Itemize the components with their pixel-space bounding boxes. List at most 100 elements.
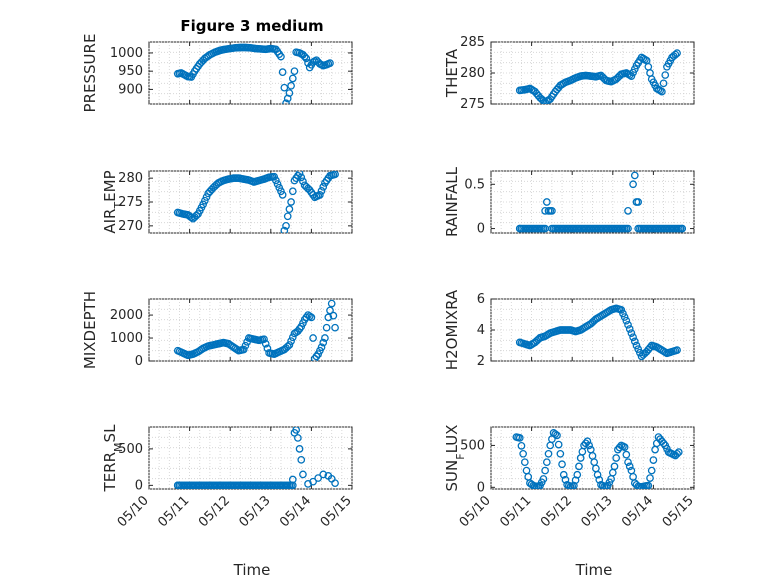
data-point [285, 89, 294, 97]
data-point [239, 345, 248, 354]
data-point [282, 99, 290, 104]
data-point [288, 74, 297, 83]
data-point [673, 449, 681, 458]
data-point [630, 337, 639, 346]
data-point [647, 466, 656, 475]
data-point [292, 427, 301, 434]
data-point [277, 52, 285, 61]
data-point [658, 87, 666, 96]
data-point [270, 172, 279, 181]
y-tick-label: 950 [118, 64, 143, 79]
series-markers [173, 427, 339, 489]
data-point [331, 479, 339, 488]
data-point [287, 198, 295, 206]
data-point [326, 306, 334, 315]
data-point [620, 313, 629, 321]
data-point [659, 439, 668, 448]
data-point [624, 458, 632, 467]
y-axis-label: TERRMSL [101, 424, 125, 493]
x-tick-label: 05/13 [237, 493, 274, 530]
data-point [295, 171, 304, 178]
data-point [629, 333, 637, 342]
data-point [556, 449, 565, 458]
data-point [299, 177, 307, 186]
data-point [517, 442, 526, 450]
y-tick-label: 2 [477, 354, 485, 369]
data-point [674, 448, 683, 456]
data-point [671, 50, 680, 59]
data-point [634, 198, 643, 206]
y-tick-label: 270 [118, 219, 143, 234]
y-tick-label: 500 [460, 438, 485, 453]
data-point [539, 96, 548, 104]
data-point [649, 456, 658, 464]
series-markers [515, 49, 681, 104]
x-tick-label: 05/14 [277, 493, 314, 530]
data-point [515, 434, 524, 442]
y-axis-label: THETA [443, 48, 461, 98]
x-axis-label-right: Time [575, 561, 613, 579]
data-point [317, 343, 326, 352]
y-tick-label: 285 [460, 35, 485, 50]
series-markers [173, 299, 339, 361]
data-point [644, 481, 653, 489]
y-axis-label: PRESSURE [81, 34, 99, 113]
data-point [280, 226, 289, 233]
x-tick-label: 05/10 [457, 493, 494, 530]
data-point [316, 190, 324, 199]
data-point [622, 450, 631, 459]
data-point [627, 329, 636, 337]
y-axis-label: SUNFLUX [443, 425, 467, 492]
data-point [554, 440, 563, 449]
data-point [285, 341, 294, 349]
panel-pressure: 900 950 1000 PRESSURE [81, 34, 353, 113]
data-point [173, 481, 182, 489]
data-point [295, 445, 304, 453]
data-point [561, 475, 570, 484]
data-point [329, 311, 338, 320]
panel-mixdepth: 0 1000 2000 MIXDEPTH [81, 291, 353, 369]
data-point [272, 176, 280, 185]
data-point [585, 441, 593, 450]
data-point [661, 71, 670, 79]
data-point [629, 180, 637, 189]
data-point [624, 207, 632, 215]
data-point [595, 475, 604, 484]
y-tick-label: 2000 [110, 308, 143, 323]
data-point [283, 212, 292, 221]
y-axis-label: MIXDEPTH [81, 291, 99, 369]
data-point [646, 474, 654, 482]
data-point [282, 221, 290, 230]
data-point [331, 171, 339, 179]
data-point [624, 320, 632, 329]
data-point [331, 323, 339, 332]
data-point [673, 346, 681, 354]
x-tick-label: 05/12 [196, 493, 233, 530]
data-point [575, 462, 583, 471]
data-point [278, 68, 287, 76]
data-point [593, 470, 602, 479]
y-tick-label: 280 [118, 171, 143, 186]
data-point [305, 312, 314, 321]
series-markers [173, 43, 334, 104]
data-point [622, 316, 631, 325]
data-point [678, 224, 687, 233]
data-point [617, 305, 626, 314]
y-tick-label: 280 [460, 66, 485, 81]
data-point [300, 52, 309, 61]
data-point [287, 337, 295, 345]
data-point [319, 338, 328, 347]
data-point [539, 475, 548, 483]
data-point [551, 430, 560, 438]
data-point [307, 313, 316, 322]
x-tick-label: 05/14 [619, 493, 656, 530]
data-point [542, 198, 551, 206]
data-point [659, 79, 668, 88]
data-point [619, 309, 627, 318]
data-point [277, 187, 285, 196]
y-tick-label: 0 [477, 480, 485, 495]
data-point [319, 470, 328, 479]
y-tick-label: 6 [477, 292, 485, 307]
